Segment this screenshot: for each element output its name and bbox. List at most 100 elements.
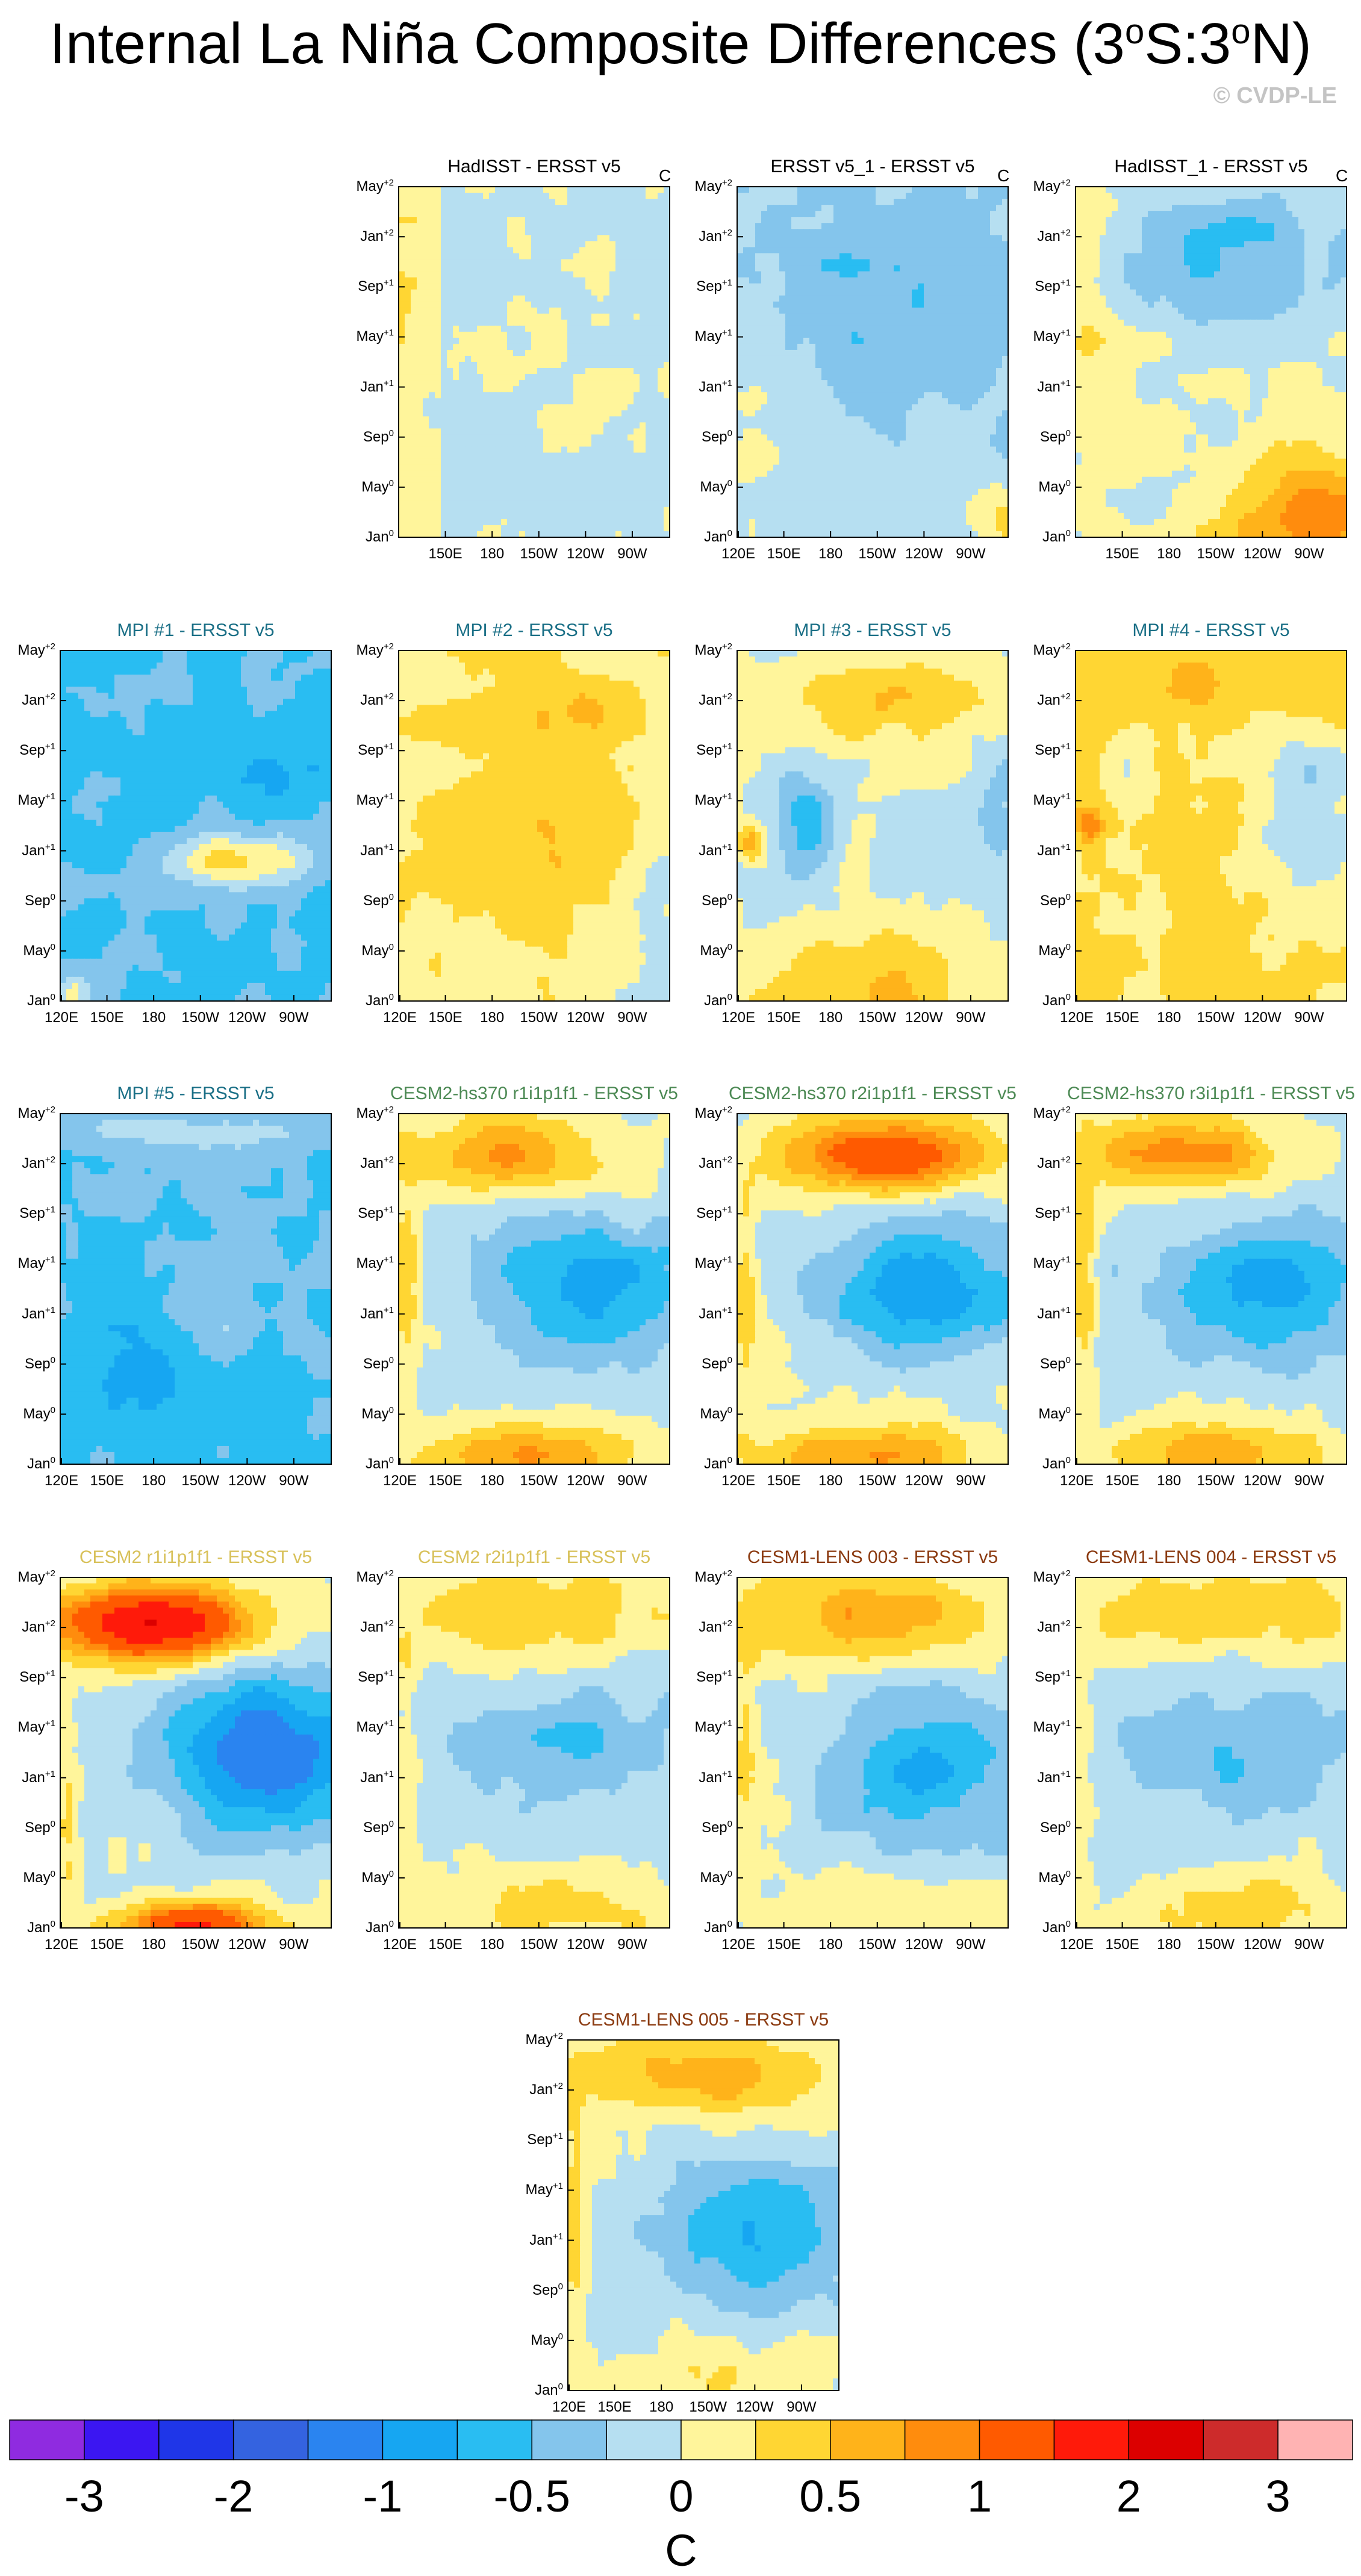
- heat-cell: [423, 296, 429, 302]
- heat-cell: [399, 356, 405, 363]
- heat-cell: [640, 217, 646, 223]
- heat-cell: [930, 278, 936, 284]
- heat-cell: [507, 247, 514, 254]
- heat-cell: [573, 519, 580, 526]
- heat-cell: [543, 398, 550, 405]
- heat-cell: [399, 374, 405, 381]
- heat-cell: [906, 471, 912, 478]
- heat-cell: [441, 271, 447, 278]
- heat-cell: [773, 404, 780, 411]
- heat-cell: [978, 434, 985, 441]
- heat-cell: [815, 465, 822, 472]
- heat-cell: [435, 446, 441, 453]
- heat-cell: [960, 229, 967, 235]
- heat-cell: [900, 368, 906, 375]
- heat-cell: [894, 495, 900, 502]
- heat-cell: [615, 344, 622, 351]
- heat-cell: [876, 217, 882, 223]
- heat-cell: [749, 344, 756, 351]
- heat-cell: [405, 380, 411, 387]
- heat-cell: [652, 302, 658, 308]
- heat-cell: [839, 350, 846, 357]
- heat-cell: [936, 326, 942, 332]
- heat-cell: [900, 241, 906, 248]
- heat-cell: [405, 392, 411, 399]
- heat-cell: [411, 187, 417, 193]
- heat-cell: [749, 278, 756, 284]
- heat-cell: [609, 338, 616, 345]
- heat-cell: [918, 326, 924, 332]
- heat-cell: [803, 284, 810, 290]
- heat-cell: [767, 501, 774, 508]
- heat-cell: [621, 278, 628, 284]
- heat-cell: [900, 350, 906, 357]
- heat-cell: [609, 410, 616, 417]
- heat-cell: [791, 302, 798, 308]
- heat-cell: [597, 265, 604, 272]
- heat-cell: [621, 465, 628, 472]
- heat-cell: [966, 235, 973, 242]
- heat-cell: [990, 428, 997, 435]
- heat-cell: [591, 278, 598, 284]
- heat-cell: [489, 440, 496, 447]
- heat-cell: [640, 459, 646, 466]
- heat-cell: [507, 453, 514, 460]
- heat-cell: [549, 284, 556, 290]
- heat-cell: [513, 422, 520, 429]
- heat-cell: [876, 199, 882, 205]
- heat-cell: [513, 193, 520, 199]
- heat-cell: [447, 308, 453, 314]
- heat-cell: [591, 290, 598, 296]
- heat-cell: [531, 416, 538, 423]
- heat-cell: [555, 422, 562, 429]
- heat-cell: [894, 320, 900, 326]
- heat-cell: [846, 314, 852, 320]
- heat-cell: [791, 296, 798, 302]
- heat-cell: [876, 392, 882, 399]
- heat-cell: [773, 199, 780, 205]
- heat-cell: [513, 507, 520, 514]
- heat-cell: [597, 368, 604, 375]
- heat-cell: [882, 446, 888, 453]
- heat-cell: [561, 265, 568, 272]
- heat-cell: [447, 410, 453, 417]
- heat-cell: [984, 362, 991, 369]
- heat-cell: [882, 356, 888, 363]
- heat-cell: [888, 314, 894, 320]
- heat-cell: [435, 241, 441, 248]
- heat-cell: [966, 465, 973, 472]
- heat-cell: [447, 344, 453, 351]
- heat-cell: [537, 326, 544, 332]
- heat-cell: [399, 453, 405, 460]
- heat-cell: [833, 356, 840, 363]
- heat-cell: [652, 308, 658, 314]
- heat-cell: [537, 404, 544, 411]
- heat-cell: [483, 332, 490, 338]
- heat-cell: [417, 229, 423, 235]
- heat-cell: [852, 489, 858, 496]
- heat-cell: [465, 501, 472, 508]
- heat-cell: [513, 416, 520, 423]
- heat-cell: [858, 278, 864, 284]
- heat-cell: [543, 332, 550, 338]
- heat-cell: [767, 229, 774, 235]
- heat-cell: [652, 477, 658, 484]
- heat-cell: [773, 446, 780, 453]
- heat-cell: [531, 386, 538, 393]
- heat-cell: [507, 223, 514, 229]
- heat-cell: [809, 440, 816, 447]
- heat-cell: [525, 404, 532, 411]
- heat-cell: [537, 453, 544, 460]
- heat-cell: [930, 302, 936, 308]
- heat-cell: [585, 326, 592, 332]
- heat-cell: [543, 247, 550, 254]
- heat-cell: [646, 422, 652, 429]
- heat-cell: [429, 290, 435, 296]
- heat-cell: [864, 296, 870, 302]
- heat-cell: [567, 465, 574, 472]
- heat-cell: [405, 326, 411, 332]
- heat-cell: [597, 483, 604, 490]
- heat-cell: [489, 265, 496, 272]
- heat-cell: [870, 211, 876, 217]
- heat-cell: [658, 296, 664, 302]
